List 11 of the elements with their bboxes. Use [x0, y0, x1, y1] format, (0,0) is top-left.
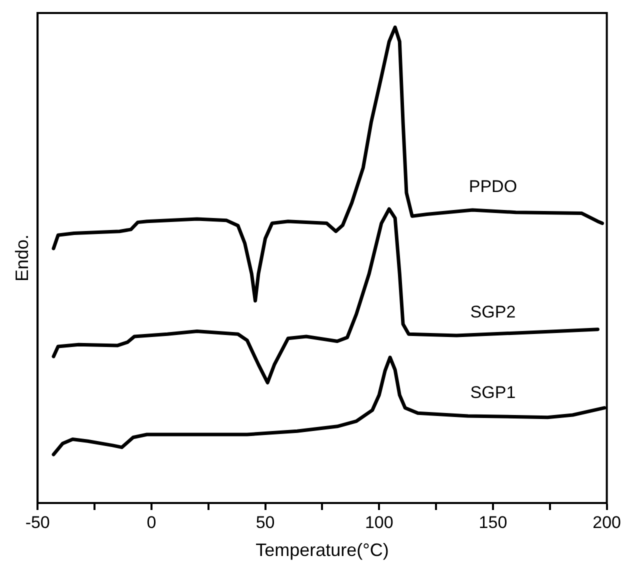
y-axis-title: Endo.: [12, 234, 32, 282]
x-tick-label: 150: [478, 512, 508, 532]
x-tick-label: 100: [364, 512, 394, 532]
x-axis-title: Temperature(°C): [256, 540, 389, 560]
x-tick-label: 50: [256, 512, 275, 532]
series-label: SGP1: [470, 383, 516, 402]
series-label: PPDO: [468, 177, 518, 196]
x-tick-label: 200: [592, 512, 622, 532]
x-tick-label: -50: [25, 512, 50, 532]
x-tick-label: 0: [146, 512, 156, 532]
series-label: SGP2: [470, 302, 516, 322]
